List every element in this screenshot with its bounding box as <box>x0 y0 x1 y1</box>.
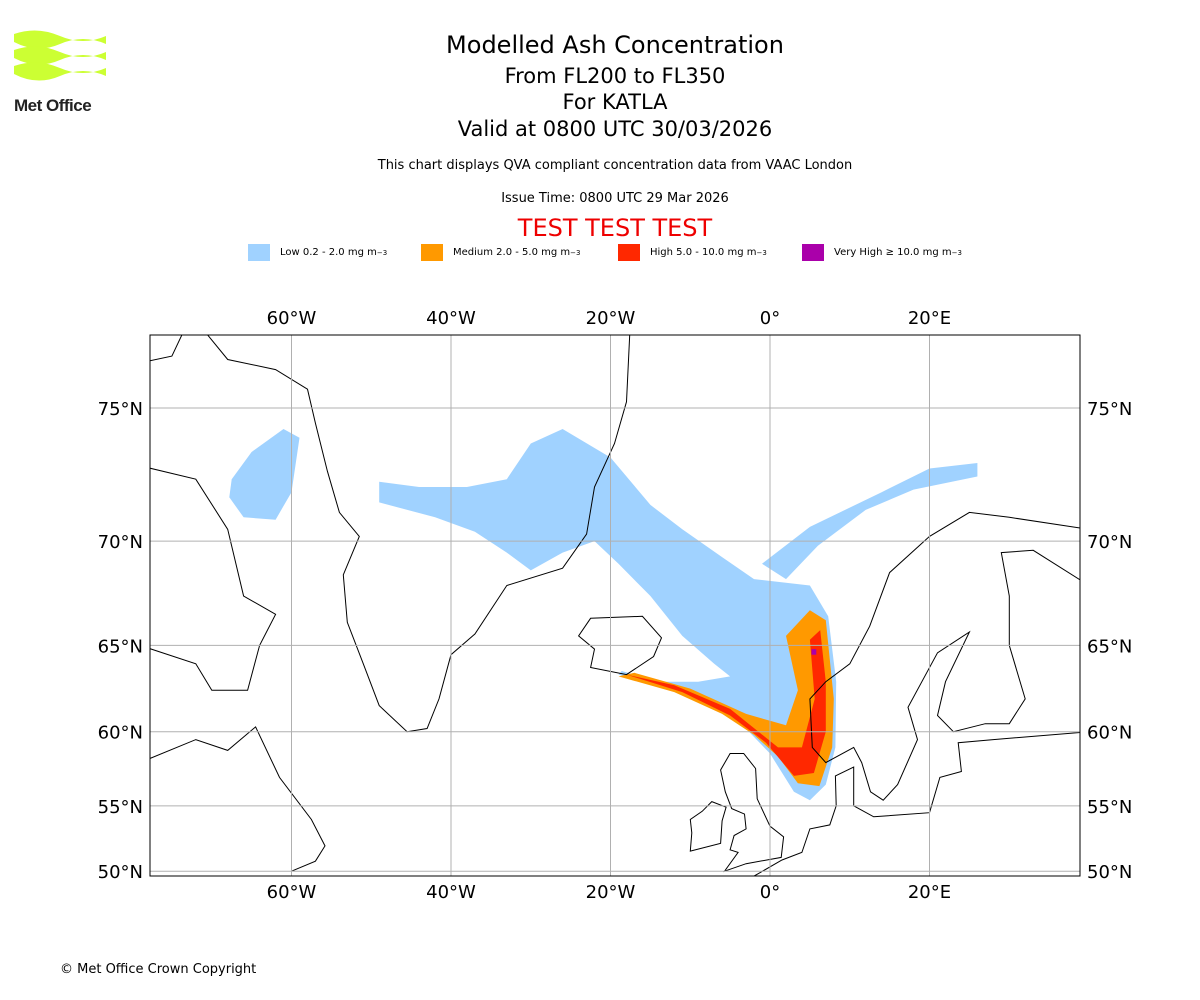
legend-sup: −3 <box>376 248 388 257</box>
test-banner: TEST TEST TEST <box>517 214 713 242</box>
graticule <box>150 335 1080 876</box>
lat-label-left: 50°N <box>98 862 143 883</box>
coastline <box>753 731 1080 876</box>
map-frame <box>149 334 1081 877</box>
lon-label-bottom: 60°W <box>267 882 317 903</box>
chart-title: Modelled Ash Concentration <box>446 31 784 59</box>
valid-time: Valid at 0800 UTC 30/03/2026 <box>457 117 773 141</box>
lat-label-left: 65°N <box>98 636 143 657</box>
coastlines <box>150 335 1080 876</box>
flight-levels: From FL200 to FL350 <box>504 64 726 88</box>
lat-label-left: 70°N <box>98 532 143 553</box>
lon-label-bottom: 0° <box>760 882 780 903</box>
ash-low-region <box>229 429 300 520</box>
lat-label-left: 60°N <box>98 723 143 744</box>
coastline <box>577 615 663 676</box>
met-office-logo: Met Office <box>14 30 108 116</box>
legend-sup: −3 <box>756 248 767 257</box>
legend-item-very-high: Very High ≥ 10.0 mg m −3 <box>802 244 962 261</box>
lat-label-right: 65°N <box>1087 636 1132 657</box>
legend-sup: −3 <box>570 248 581 257</box>
legend-label: Very High ≥ 10.0 mg m <box>834 247 952 258</box>
coastline <box>720 753 785 873</box>
copyright: © Met Office Crown Copyright <box>60 962 257 977</box>
lat-label-right: 50°N <box>1087 862 1132 883</box>
lat-label-right: 55°N <box>1087 797 1132 818</box>
lon-label-top: 20°E <box>908 308 951 329</box>
lat-label-right: 70°N <box>1087 532 1132 553</box>
ash-high-region <box>626 630 826 776</box>
logo-waves-icon <box>14 30 106 81</box>
lat-label-left: 75°N <box>98 399 143 420</box>
coastline <box>689 801 727 852</box>
chart-description: This chart displays QVA compliant concen… <box>377 158 853 173</box>
coastline <box>150 726 326 876</box>
lon-label-top: 20°W <box>586 308 636 329</box>
legend-swatch-medium <box>421 244 443 261</box>
legend-item-low: Low 0.2 - 2.0 mg m −3 <box>248 244 387 261</box>
ash-low-region <box>762 463 978 580</box>
lat-label-left: 55°N <box>98 797 143 818</box>
coastline <box>809 511 1080 801</box>
legend-label: Low 0.2 - 2.0 mg m <box>280 247 377 258</box>
legend-item-high: High 5.0 - 10.0 mg m −3 <box>618 244 767 261</box>
legend-item-medium: Medium 2.0 - 5.0 mg m −3 <box>421 244 580 261</box>
ash-medium-region <box>618 610 834 787</box>
logo-text: Met Office <box>14 96 92 115</box>
lon-label-bottom: 20°E <box>908 882 951 903</box>
issue-time: Issue Time: 0800 UTC 29 Mar 2026 <box>501 191 729 206</box>
lon-label-bottom: 20°W <box>586 882 636 903</box>
legend-sup: −3 <box>951 248 962 257</box>
legend-swatch-low <box>248 244 270 261</box>
lat-label-right: 60°N <box>1087 723 1132 744</box>
ash-very-high-region <box>811 649 817 655</box>
lon-label-top: 40°W <box>426 308 476 329</box>
legend-swatch-very-high <box>802 244 824 261</box>
legend-swatch-high <box>618 244 640 261</box>
volcano-name: For KATLA <box>562 90 668 114</box>
ash-layer <box>229 429 978 801</box>
lat-label-right: 75°N <box>1087 399 1132 420</box>
legend-label: Medium 2.0 - 5.0 mg m <box>453 247 571 258</box>
lon-label-bottom: 40°W <box>426 882 476 903</box>
lon-label-top: 60°W <box>267 308 317 329</box>
lon-label-top: 0° <box>760 308 780 329</box>
coastline <box>150 335 183 362</box>
legend-label: High 5.0 - 10.0 mg m <box>650 247 757 258</box>
